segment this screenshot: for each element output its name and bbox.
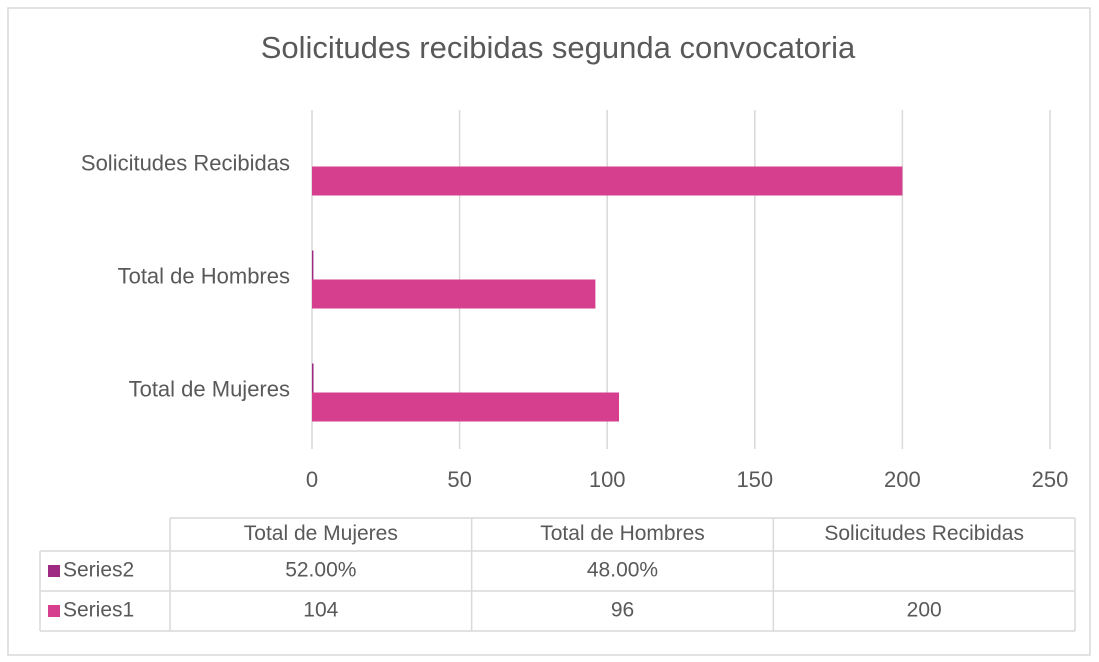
y-tick-label: Total de Hombres [118, 263, 290, 288]
table-header: Total de Mujeres [244, 522, 398, 545]
x-tick-label: 50 [447, 467, 471, 492]
bar [312, 250, 314, 280]
chart-area [7, 7, 1091, 656]
legend-swatch [48, 565, 60, 577]
x-tick-label: 200 [884, 467, 921, 492]
x-tick-label: 100 [589, 467, 626, 492]
table-cell: 52.00% [285, 559, 356, 582]
legend-swatch [48, 605, 60, 617]
table-cell: 200 [907, 599, 942, 622]
table-header: Solicitudes Recibidas [824, 522, 1024, 545]
y-tick-label: Solicitudes Recibidas [81, 150, 290, 175]
bar [312, 166, 903, 196]
bar [312, 392, 620, 422]
legend-label: Series2 [63, 559, 134, 582]
x-tick-label: 250 [1032, 467, 1069, 492]
bar [312, 279, 596, 309]
table-cell: 104 [303, 599, 338, 622]
legend-label: Series1 [63, 599, 134, 622]
table-cell: 48.00% [587, 559, 658, 582]
table-header: Total de Hombres [540, 522, 705, 545]
chart-title: Solicitudes recibidas segunda convocator… [261, 30, 856, 65]
bar [312, 363, 314, 393]
x-tick-label: 150 [736, 467, 773, 492]
y-tick-label: Total de Mujeres [129, 376, 290, 401]
table-cell: 96 [611, 599, 634, 622]
x-tick-label: 0 [306, 467, 318, 492]
